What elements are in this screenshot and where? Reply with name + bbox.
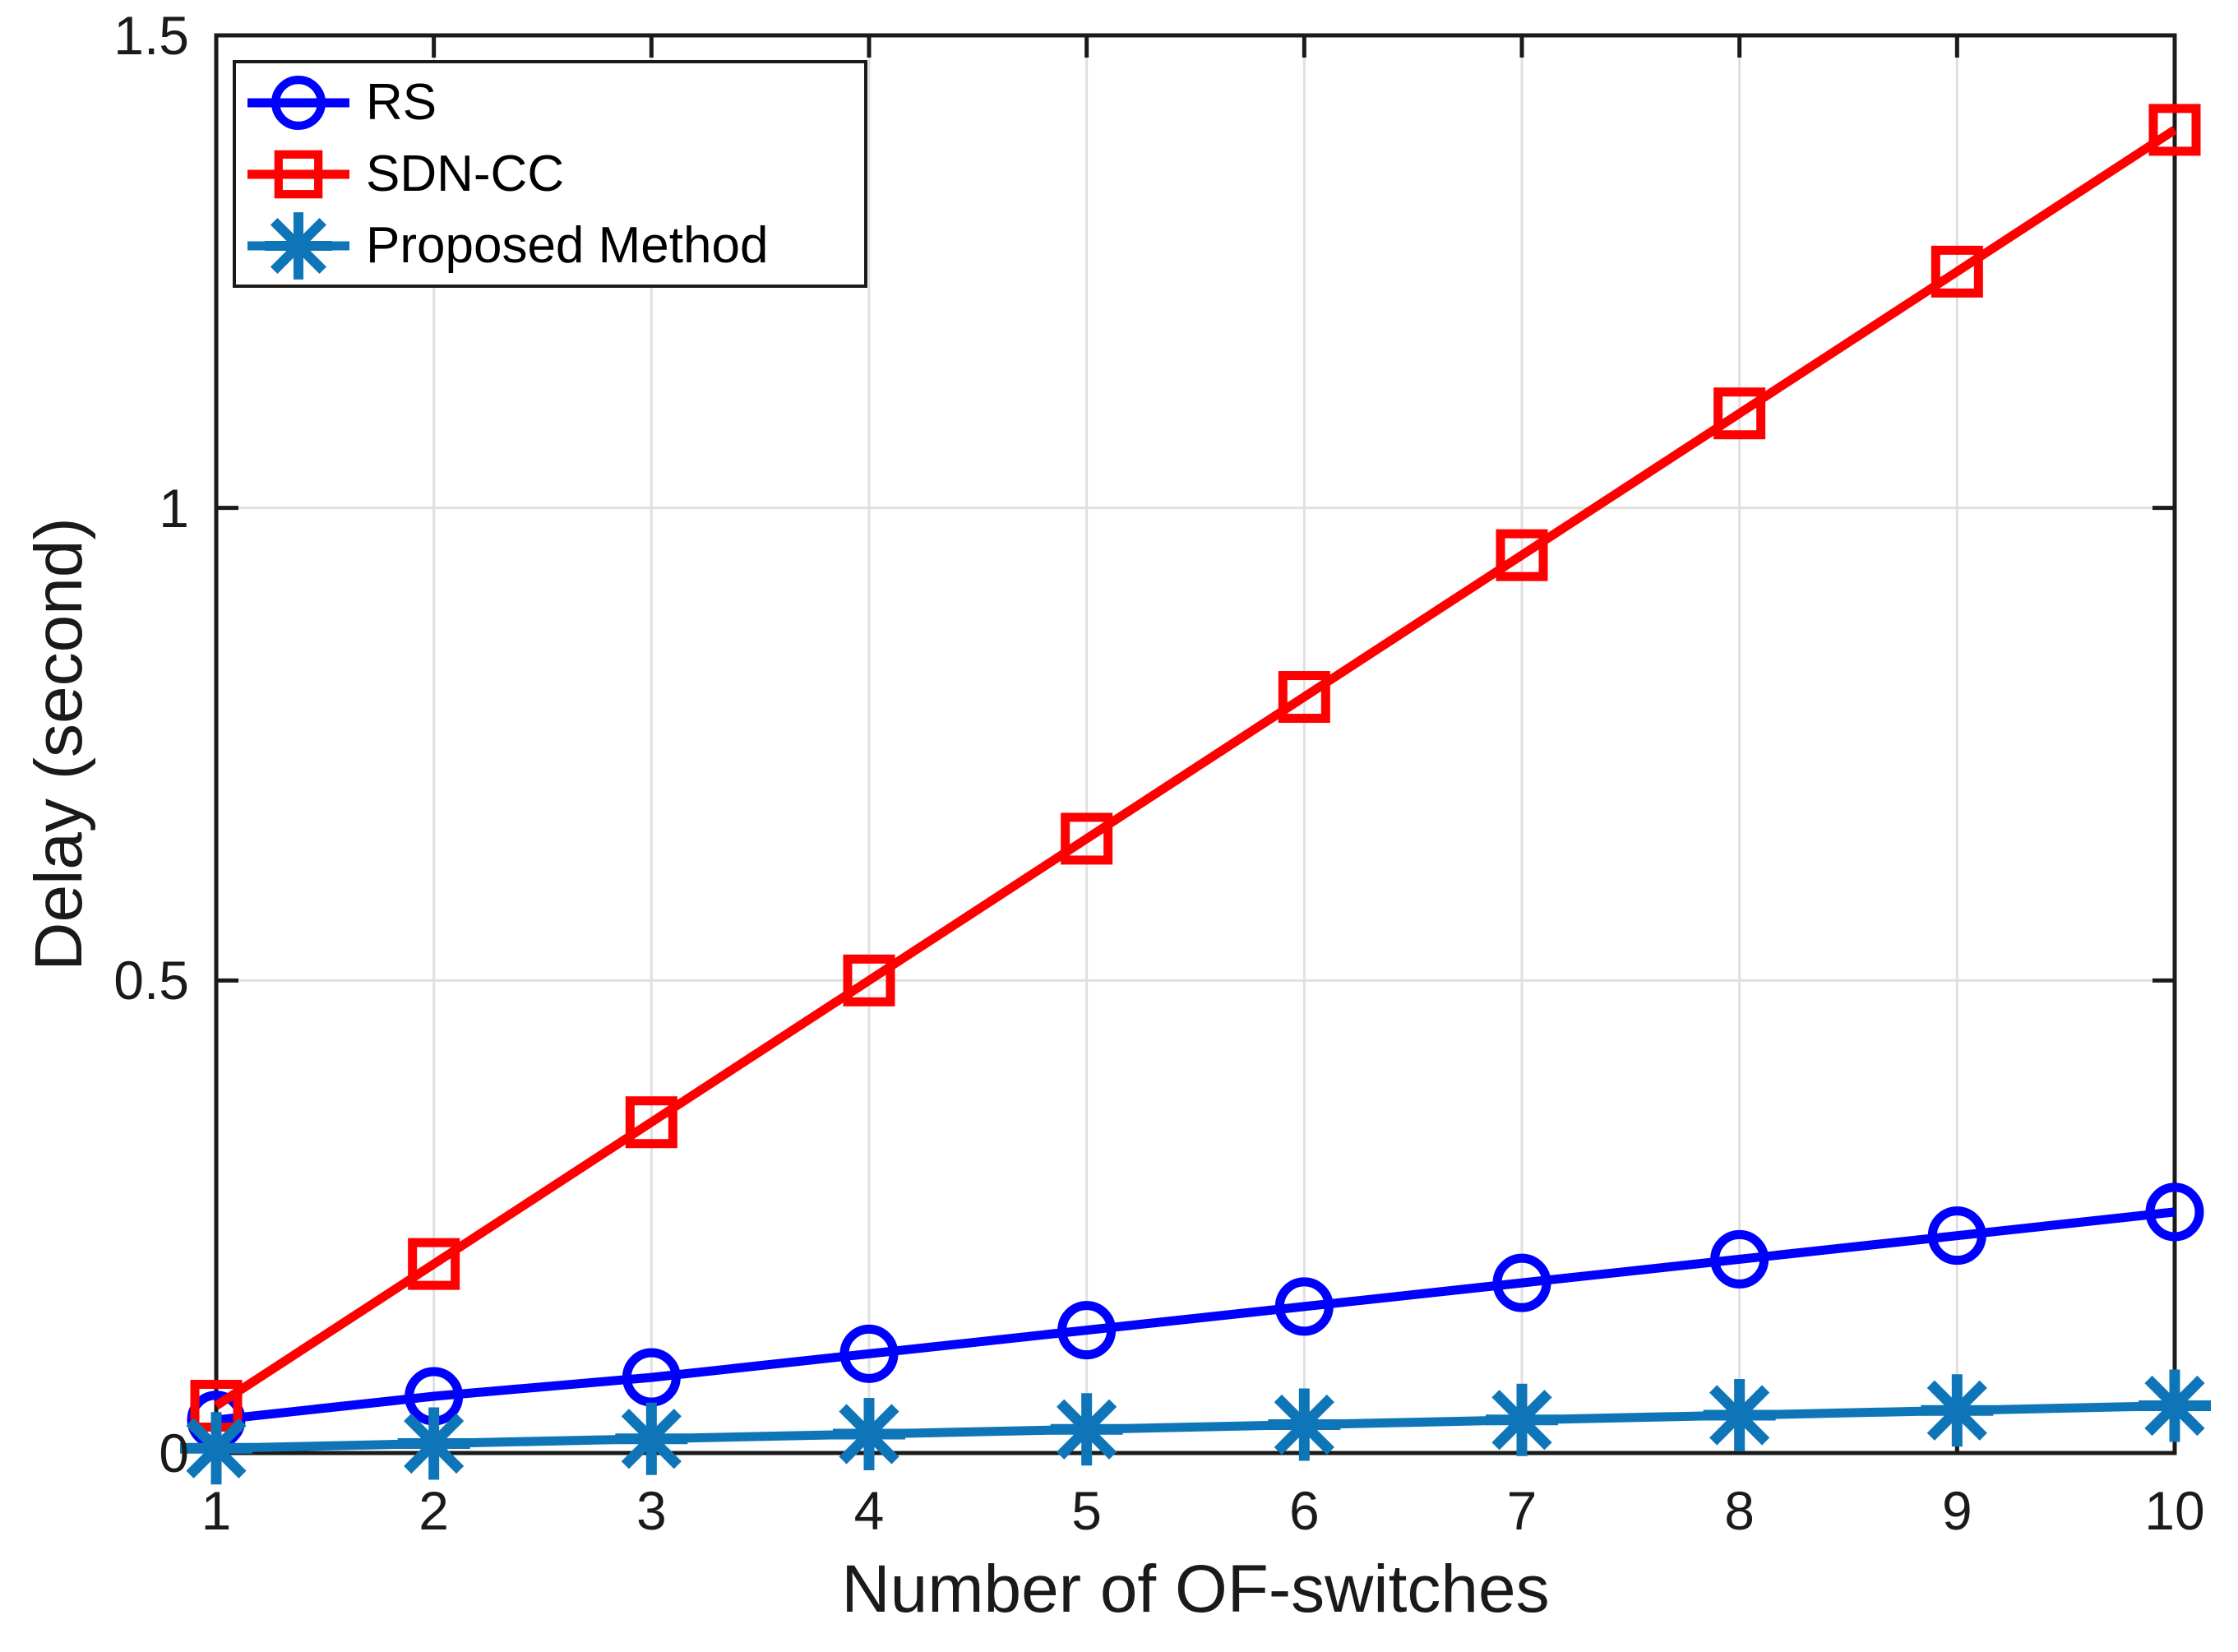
square-marker bbox=[1713, 387, 1766, 440]
asterisk-arm bbox=[1709, 1385, 1770, 1446]
asterisk-arm bbox=[2144, 1375, 2205, 1437]
x-tick-label: 6 bbox=[1288, 1480, 1320, 1541]
x-tick-label: 2 bbox=[418, 1480, 450, 1541]
asterisk-arm bbox=[270, 217, 327, 274]
series-line bbox=[213, 126, 2178, 1410]
circle-marker bbox=[1927, 1206, 1986, 1266]
legend-label-proposed-method: Proposed Method bbox=[366, 217, 769, 274]
proposed-method-line-marker-icon bbox=[247, 211, 349, 280]
x-tick-label: 1 bbox=[201, 1480, 232, 1541]
asterisk-arm bbox=[1491, 1390, 1552, 1451]
square-marker bbox=[274, 150, 323, 198]
square-marker bbox=[1931, 245, 1983, 298]
x-axis-title: Number of OF-switches bbox=[841, 1552, 1550, 1627]
circle-marker bbox=[1710, 1229, 1769, 1289]
rs-line-marker-icon bbox=[247, 75, 349, 130]
square-marker bbox=[1496, 529, 1548, 581]
square-marker bbox=[408, 1238, 460, 1290]
square-marker bbox=[1278, 671, 1330, 724]
circle-marker bbox=[1274, 1277, 1334, 1336]
legend-label-rs: RS bbox=[366, 74, 437, 131]
y-tick-label: 1.5 bbox=[113, 5, 189, 66]
series-line bbox=[215, 1401, 2176, 1453]
square-marker bbox=[625, 1096, 677, 1149]
circle-marker bbox=[839, 1324, 899, 1383]
asterisk-arm bbox=[839, 1404, 899, 1465]
x-tick-label: 3 bbox=[636, 1480, 667, 1541]
square-marker bbox=[1061, 812, 1113, 865]
asterisk-arm bbox=[186, 1418, 247, 1478]
circle-marker bbox=[271, 75, 326, 130]
y-axis-title: Delay (second) bbox=[21, 517, 96, 971]
circle-marker bbox=[2145, 1182, 2204, 1242]
asterisk-arm bbox=[1274, 1394, 1334, 1455]
x-tick-label: 9 bbox=[1941, 1480, 1972, 1541]
legend-item-sdn-cc: SDN-CC bbox=[244, 139, 864, 210]
circle-marker bbox=[622, 1348, 681, 1407]
y-tick-label: 1 bbox=[159, 477, 189, 539]
y-tick-label: 0.5 bbox=[113, 950, 189, 1011]
legend-item-proposed-method: Proposed Method bbox=[244, 211, 864, 281]
x-tick-label: 4 bbox=[853, 1480, 885, 1541]
asterisk-arm bbox=[404, 1413, 465, 1474]
x-tick-label: 5 bbox=[1071, 1480, 1103, 1541]
series-proposed-method bbox=[180, 1369, 2211, 1485]
series-sdn-cc bbox=[190, 104, 2201, 1432]
series-line bbox=[215, 1207, 2176, 1425]
sdn-cc-line-marker-icon bbox=[247, 150, 349, 198]
asterisk-arm bbox=[1057, 1399, 1117, 1460]
legend: RS SDN-CC Proposed Method bbox=[233, 60, 867, 288]
circle-marker bbox=[1057, 1301, 1117, 1360]
x-tick-label: 7 bbox=[1506, 1480, 1537, 1541]
legend-item-rs: RS bbox=[244, 67, 864, 138]
axes-frame bbox=[214, 33, 2177, 1455]
asterisk-arm bbox=[1926, 1380, 1987, 1441]
square-marker bbox=[843, 954, 895, 1006]
legend-label-sdn-cc: SDN-CC bbox=[366, 146, 565, 202]
asterisk-arm bbox=[621, 1409, 682, 1469]
y-tick-label: 0 bbox=[159, 1423, 189, 1483]
square-marker bbox=[2148, 104, 2201, 156]
x-tick-label: 10 bbox=[2144, 1480, 2205, 1541]
circle-marker bbox=[1492, 1253, 1551, 1312]
x-tick-label: 8 bbox=[1724, 1480, 1755, 1541]
